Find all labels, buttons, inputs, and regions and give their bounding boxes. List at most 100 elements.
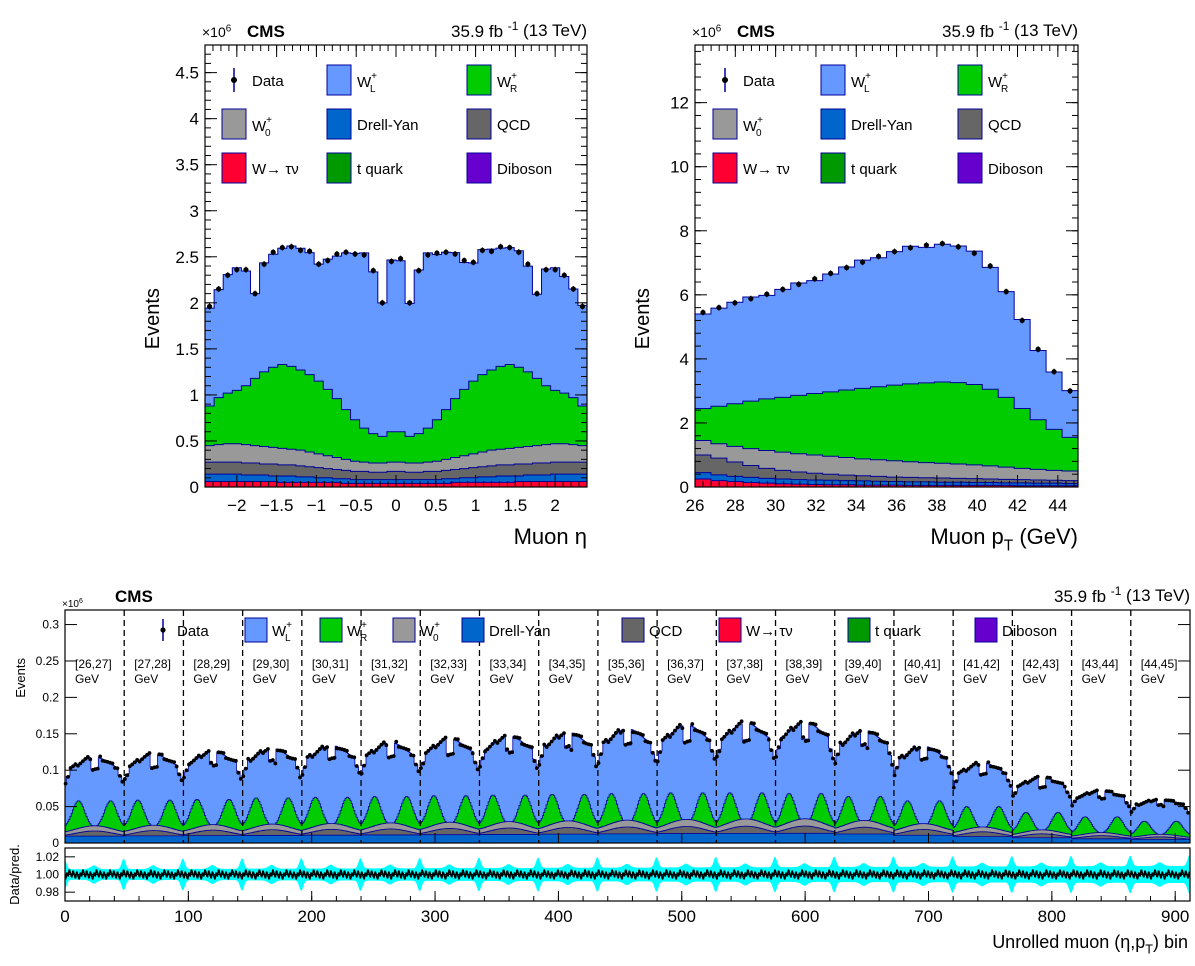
data-point bbox=[875, 732, 880, 737]
data-point bbox=[707, 738, 712, 743]
x-tick-label: 36 bbox=[887, 496, 906, 515]
data-point bbox=[660, 738, 665, 742]
x-tick-label: 100 bbox=[174, 907, 202, 926]
data-point bbox=[172, 760, 177, 765]
data-point bbox=[591, 752, 596, 757]
data-point bbox=[1109, 789, 1114, 794]
x-tick-label: 42 bbox=[1008, 496, 1027, 515]
data-point bbox=[601, 740, 606, 745]
lumi-label: 35.9 fb -1 (13 TeV) bbox=[942, 19, 1078, 41]
x-tick-label: 30 bbox=[766, 496, 785, 515]
data-point bbox=[372, 750, 376, 755]
legend-label-part: W bbox=[988, 74, 1003, 91]
data-point bbox=[732, 727, 737, 732]
data-point bbox=[589, 742, 594, 747]
legend-data-marker-dot bbox=[231, 77, 237, 83]
data-point bbox=[374, 748, 379, 752]
legend-swatch-top bbox=[326, 152, 352, 184]
data-point bbox=[98, 754, 103, 759]
data-point bbox=[606, 740, 611, 745]
data-point bbox=[796, 281, 802, 287]
data-point bbox=[716, 305, 722, 311]
y-tick-label: 4 bbox=[680, 350, 689, 369]
data-point bbox=[312, 752, 317, 757]
legend-swatch-WR bbox=[957, 64, 983, 96]
pt-bin-label: [42,43] bbox=[1022, 657, 1059, 671]
data-point bbox=[648, 740, 653, 745]
legend-label-top: t quark bbox=[851, 161, 897, 178]
data-point bbox=[1072, 799, 1077, 804]
legend-label-data: Data bbox=[743, 73, 775, 90]
data-point bbox=[863, 742, 867, 746]
legend-swatch-WL bbox=[820, 64, 846, 96]
legend-label-WR: W+ R bbox=[347, 620, 367, 644]
data-point bbox=[937, 749, 941, 754]
legend-label-Wtau: W→ τν bbox=[746, 623, 793, 640]
data-point bbox=[779, 737, 783, 742]
data-point bbox=[377, 745, 381, 750]
data-point bbox=[233, 758, 238, 763]
data-point bbox=[616, 728, 621, 732]
lumi-label-part: (13 TeV) bbox=[1121, 586, 1190, 605]
data-point bbox=[495, 741, 500, 745]
data-point bbox=[549, 739, 554, 744]
data-point bbox=[687, 739, 692, 743]
data-point bbox=[295, 765, 300, 770]
lumi-label-part: (13 TeV) bbox=[518, 21, 587, 40]
data-point bbox=[320, 744, 325, 749]
data-point bbox=[443, 249, 449, 255]
data-point bbox=[543, 267, 549, 273]
legend-label-part: L bbox=[285, 633, 291, 644]
data-point bbox=[490, 741, 495, 746]
data-point bbox=[611, 734, 616, 738]
legend-label-part: + bbox=[865, 71, 871, 82]
data-point bbox=[279, 244, 285, 251]
data-point bbox=[455, 737, 460, 742]
pt-bin-unit: GeV bbox=[963, 672, 987, 686]
data-point bbox=[828, 748, 833, 753]
data-point bbox=[270, 758, 275, 762]
pt-bin-unit: GeV bbox=[253, 672, 277, 686]
data-point bbox=[261, 751, 265, 755]
legend-label-data: Data bbox=[252, 73, 284, 90]
data-point bbox=[895, 765, 899, 770]
data-point bbox=[243, 267, 249, 273]
data-point bbox=[764, 291, 770, 297]
x-tick-label: 900 bbox=[1161, 907, 1189, 926]
pt-bin-label: [34,35] bbox=[549, 657, 586, 671]
data-point bbox=[426, 748, 431, 753]
data-point bbox=[608, 737, 613, 742]
y-tick-label: 0 bbox=[190, 478, 199, 497]
data-point bbox=[433, 745, 438, 750]
y-axis-label: Events bbox=[13, 658, 28, 698]
pt-bin-unit: GeV bbox=[193, 672, 217, 686]
data-point bbox=[828, 270, 834, 276]
data-point bbox=[199, 755, 204, 760]
data-point bbox=[853, 733, 857, 738]
y-tick-label: 1 bbox=[190, 386, 199, 405]
data-point bbox=[801, 735, 806, 740]
data-point bbox=[732, 300, 738, 306]
y-tick-label: 0.15 bbox=[36, 727, 60, 741]
legend-label-part: L bbox=[370, 84, 376, 95]
ratio-y-tick-label: 1.00 bbox=[36, 868, 60, 882]
data-point bbox=[855, 731, 860, 736]
data-point bbox=[561, 272, 567, 278]
legend-label-QCD: QCD bbox=[497, 117, 531, 134]
x-tick-label: 44 bbox=[1048, 496, 1067, 515]
data-point bbox=[1051, 369, 1057, 375]
data-point bbox=[492, 738, 497, 743]
data-point bbox=[497, 244, 504, 250]
scale-factor: ×106 bbox=[692, 23, 722, 40]
data-point bbox=[406, 748, 411, 752]
data-point bbox=[562, 731, 566, 736]
data-point bbox=[939, 240, 945, 247]
data-point bbox=[764, 731, 769, 736]
legend-swatch-Diboson bbox=[466, 152, 492, 184]
x-tick-label: 2 bbox=[550, 496, 559, 515]
data-point bbox=[479, 247, 486, 253]
data-point bbox=[362, 763, 367, 768]
data-point bbox=[325, 745, 330, 749]
